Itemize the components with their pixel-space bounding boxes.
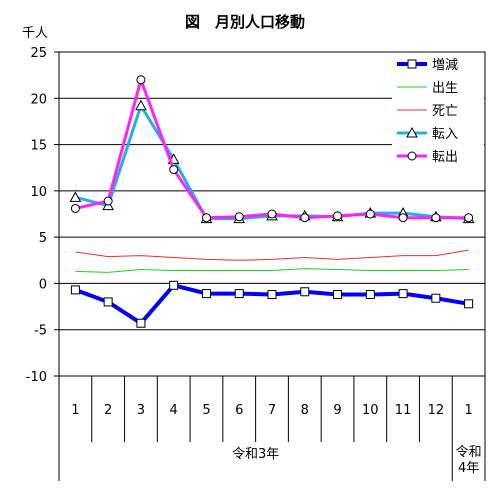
data-point-triangle xyxy=(406,126,418,138)
legend-box xyxy=(392,56,484,166)
y-axis-label: 千人 xyxy=(22,26,48,41)
data-point-square xyxy=(300,287,310,297)
data-point-square xyxy=(103,297,113,307)
series-出生 xyxy=(75,268,469,273)
legend-item: 死亡 xyxy=(397,104,458,119)
data-point-square xyxy=(407,59,417,69)
data-point-circle xyxy=(103,196,113,206)
data-point-circle xyxy=(234,212,244,222)
series-line xyxy=(75,249,469,261)
data-point-square xyxy=(136,318,146,328)
data-point-square xyxy=(267,290,277,300)
x-tick-label: 1 xyxy=(464,403,472,418)
data-point-square xyxy=(431,293,441,303)
legend-label: 転入 xyxy=(432,127,458,142)
year-group-label: 令和3年 xyxy=(232,447,279,462)
legend-item: 転出 xyxy=(397,150,458,165)
data-point-circle xyxy=(431,213,441,223)
series-layer xyxy=(69,75,475,328)
y-tick-labels: -10 -5 0 5 10 15 20 25 xyxy=(26,46,47,385)
data-point-circle xyxy=(398,213,408,223)
x-tick-label: 8 xyxy=(301,403,309,418)
x-tick-label: 5 xyxy=(202,403,210,418)
data-point-circle xyxy=(464,213,474,223)
data-point-square xyxy=(333,290,343,300)
year-group-label: 令和 4年 xyxy=(456,445,482,476)
data-point-triangle xyxy=(135,99,147,111)
x-tick-label: 9 xyxy=(333,403,341,418)
y-tick-label: 20 xyxy=(30,92,47,107)
legend-item: 出生 xyxy=(397,81,458,96)
data-point-square xyxy=(169,280,179,290)
y-tick-label: 15 xyxy=(30,139,47,154)
y-tick-label: 25 xyxy=(30,46,47,61)
y-tick-label: 5 xyxy=(39,231,47,246)
data-point-square xyxy=(365,290,375,300)
x-tick-label: 11 xyxy=(395,403,412,418)
data-point-square xyxy=(201,289,211,299)
series-死亡 xyxy=(75,249,469,261)
data-point-circle xyxy=(136,75,146,85)
data-point-circle xyxy=(300,213,310,223)
x-tick-label: 4 xyxy=(170,403,178,418)
data-point-square xyxy=(234,289,244,299)
x-tick-label: 2 xyxy=(104,403,112,418)
x-tick-label: 12 xyxy=(428,403,445,418)
series-転出 xyxy=(70,75,474,223)
legend-label: 出生 xyxy=(432,81,458,96)
data-point-circle xyxy=(70,203,80,213)
x-tick-label: 1 xyxy=(71,403,79,418)
legend-item: 増減 xyxy=(397,57,458,73)
legend-item: 転入 xyxy=(397,126,458,142)
x-tick-label: 3 xyxy=(137,403,145,418)
data-point-circle xyxy=(407,151,417,161)
x-tick-label: 10 xyxy=(362,403,379,418)
series-増減 xyxy=(70,280,474,328)
y-tick-label: -5 xyxy=(34,324,47,339)
legend-label: 転出 xyxy=(432,150,458,165)
data-point-square xyxy=(70,285,80,295)
data-point-circle xyxy=(201,213,211,223)
plot-frame xyxy=(58,51,486,377)
x-tick-label: 7 xyxy=(268,403,276,418)
series-line xyxy=(75,268,469,273)
data-point-square xyxy=(464,299,474,309)
legend-label: 増減 xyxy=(432,57,458,73)
x-tick-label: 6 xyxy=(235,403,243,418)
data-point-square xyxy=(398,289,408,299)
data-point-triangle xyxy=(69,191,82,202)
legend-label: 死亡 xyxy=(432,104,458,119)
data-point-circle xyxy=(333,211,343,221)
y-tick-label: -10 xyxy=(26,370,47,385)
data-point-circle xyxy=(365,209,375,219)
chart-title: 図 月別人口移動 xyxy=(185,13,305,31)
data-point-circle xyxy=(267,209,277,219)
y-tick-label: 0 xyxy=(39,277,47,292)
y-tick-label: 10 xyxy=(30,185,47,200)
data-point-circle xyxy=(169,165,179,175)
